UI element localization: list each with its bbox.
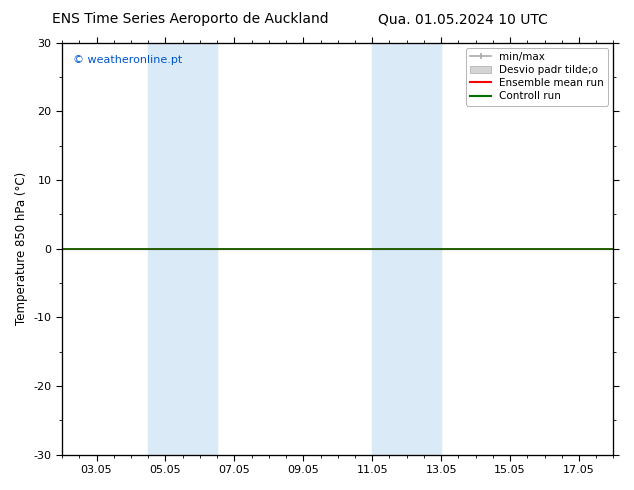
- Bar: [148, 43, 217, 455]
- Text: ENS Time Series Aeroporto de Auckland: ENS Time Series Aeroporto de Auckland: [52, 12, 328, 26]
- Legend: min/max, Desvio padr tilde;o, Ensemble mean run, Controll run: min/max, Desvio padr tilde;o, Ensemble m…: [466, 48, 608, 105]
- Text: Qua. 01.05.2024 10 UTC: Qua. 01.05.2024 10 UTC: [378, 12, 548, 26]
- Bar: [372, 43, 441, 455]
- Text: © weatheronline.pt: © weatheronline.pt: [73, 55, 183, 65]
- Y-axis label: Temperature 850 hPa (°C): Temperature 850 hPa (°C): [15, 172, 28, 325]
